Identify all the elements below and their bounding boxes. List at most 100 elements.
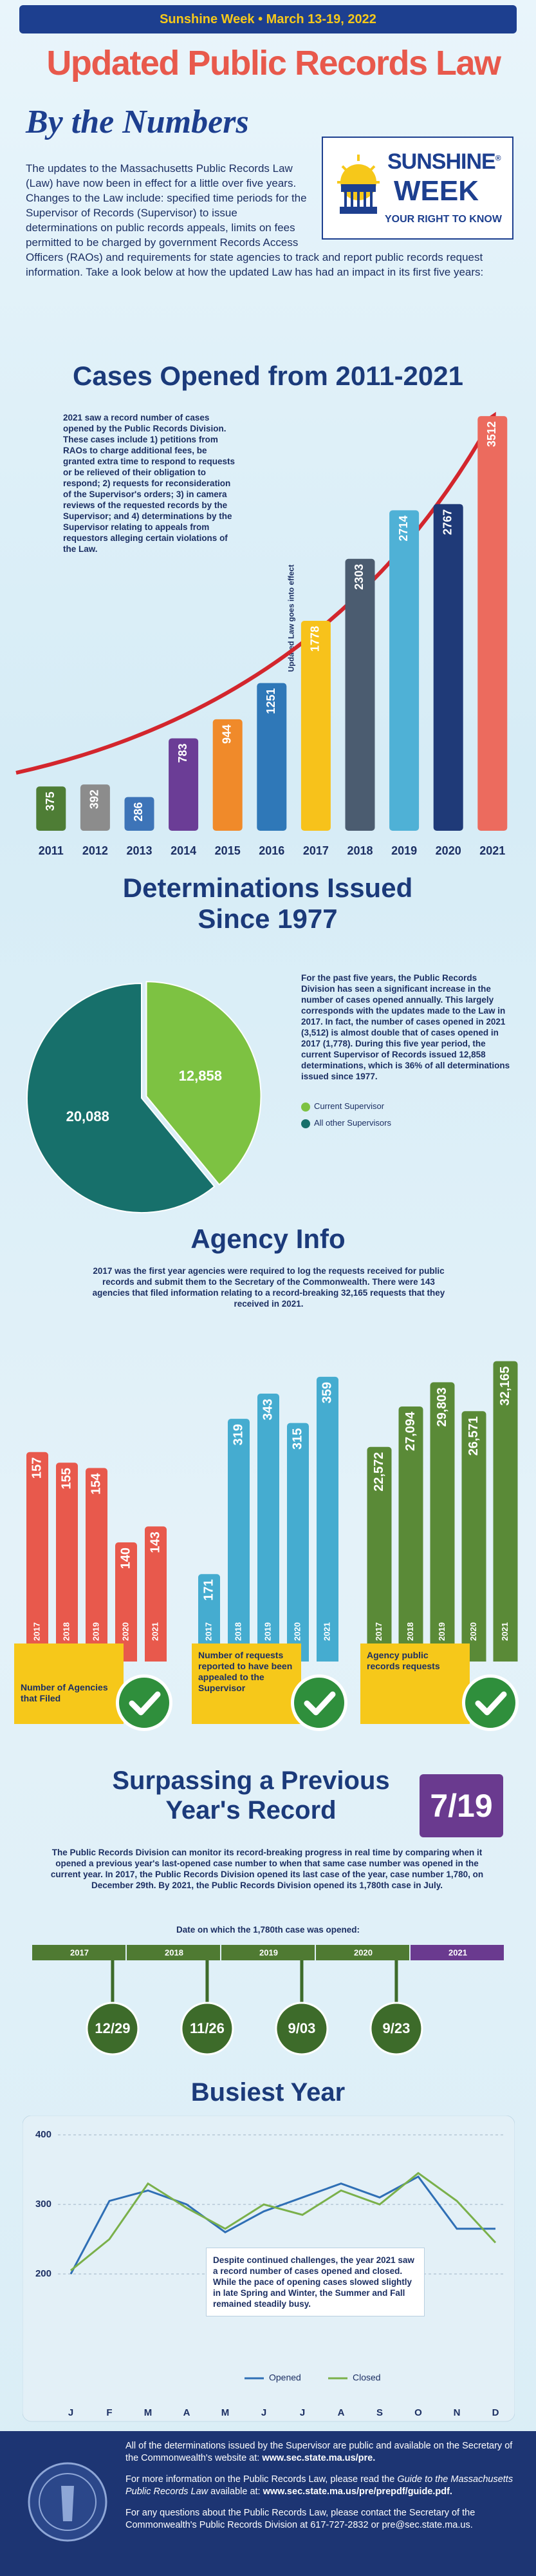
logo: SUNSHINE® WEEK YOUR RIGHT TO KNOW	[322, 137, 513, 240]
footer: All of the determinations issued by the …	[0, 2431, 536, 2576]
link: www.sec.state.ma.us/pre.	[262, 2453, 376, 2463]
x-tick-label: 2021	[150, 1622, 160, 1641]
bar	[86, 1468, 107, 1662]
chart-title: Busiest Year	[190, 2078, 346, 2107]
y-tick-label: 300	[35, 2199, 51, 2210]
bar	[124, 797, 154, 831]
timeline-year: 2020	[354, 1947, 373, 1957]
bar	[228, 1419, 250, 1662]
x-tick-label: J	[300, 2407, 305, 2418]
legend-label: Closed	[353, 2372, 381, 2383]
x-tick-label: 2018	[405, 1622, 415, 1641]
agency-text: 2017 was the first year agencies were re…	[92, 1266, 445, 1309]
bar	[477, 416, 508, 831]
x-tick-label: F	[106, 2407, 112, 2418]
pie-slice	[26, 982, 216, 1213]
x-tick-label: 2013	[126, 844, 152, 857]
value-label: 22,572	[372, 1452, 386, 1492]
value-label: 29,803	[435, 1387, 449, 1426]
date-label: 11/26	[190, 2020, 225, 2036]
bar	[56, 1463, 78, 1662]
x-tick-label: 2018	[61, 1622, 71, 1641]
trend-arrow	[15, 412, 496, 775]
record-text: The Public Records Division can monitor …	[50, 1848, 484, 1890]
footer-paragraph: For any questions about the Public Recor…	[125, 2508, 476, 2530]
bar	[317, 1376, 338, 1662]
bar	[169, 738, 199, 831]
logo-spacer	[310, 161, 515, 243]
date-label: 9/03	[288, 2020, 316, 2036]
timeline-segment	[32, 1945, 125, 1960]
date-badge	[86, 2002, 140, 2056]
slice-label: 12,858	[179, 1068, 222, 1084]
value-label: 155	[59, 1468, 73, 1489]
x-tick-label: 2020	[120, 1622, 130, 1641]
x-tick-label: M	[221, 2407, 230, 2418]
y-tick-label: 400	[35, 2129, 51, 2140]
legend: Current Supervisor All other Supervisors	[301, 1098, 391, 1132]
x-tick-label: J	[261, 2407, 266, 2418]
value-label: 286	[132, 802, 145, 822]
logo-name2: WEEK	[394, 175, 479, 207]
x-tick-label: J	[68, 2407, 73, 2418]
logo-icon	[337, 155, 380, 214]
bar	[345, 558, 375, 831]
timeline-caption: Date on which the 1,780th case was opene…	[176, 1925, 360, 1935]
bar	[26, 1452, 48, 1662]
footer-paragraph: All of the determinations issued by the …	[125, 2440, 518, 2465]
bar	[430, 1382, 455, 1662]
x-tick-label: 2020	[292, 1622, 302, 1641]
line-note: Despite continued challenges, the year 2…	[206, 2248, 425, 2316]
agencies-chart: 157 2017 155 2018 154 2019 140 2020 143 2021	[26, 1452, 167, 1662]
bar	[389, 510, 420, 831]
x-tick-label: 2021	[479, 844, 505, 857]
date-badge	[180, 2002, 234, 2056]
x-tick-label: 2021	[322, 1622, 331, 1641]
x-tick-label: M	[144, 2407, 152, 2418]
chart-title: Determinations Issued Since 1977	[122, 873, 413, 934]
value-label: 2303	[353, 564, 365, 590]
banner: Sunshine Week • March 13-19, 2022	[19, 5, 517, 33]
dome	[340, 184, 377, 214]
logo-tagline: YOUR RIGHT TO KNOW	[385, 214, 502, 225]
bar	[145, 1526, 167, 1662]
section-title: Surpassing a Previous Year's Record	[112, 1766, 390, 1824]
pie-chart: 12,858 20,088	[26, 981, 262, 1213]
x-tick-label: 2017	[374, 1622, 384, 1641]
legend-swatch	[301, 1102, 310, 1112]
value-label: 32,165	[498, 1367, 512, 1406]
x-tick-label: 2014	[171, 844, 196, 857]
value-label: 319	[231, 1424, 245, 1445]
x-tick-label: 2011	[39, 844, 64, 857]
text: For more information on the Public Recor…	[125, 2474, 398, 2485]
value-label: 1251	[264, 688, 277, 714]
value-label: 375	[44, 791, 57, 811]
bar	[115, 1542, 137, 1662]
intro: The updates to the Massachusetts Public …	[26, 162, 484, 278]
value-label: 392	[88, 790, 101, 809]
link: www.sec.state.ma.us/pre/prepdf/guide.pdf…	[263, 2486, 452, 2497]
bar	[80, 784, 110, 831]
value-label: 3512	[485, 421, 498, 447]
date-label: 12/29	[95, 2020, 130, 2036]
x-tick-label: 2020	[436, 844, 461, 857]
date-badge	[275, 2002, 329, 2056]
legend-label: Current Supervisor	[314, 1101, 385, 1111]
section-title: Agency Info	[190, 1224, 346, 1254]
legend-item: All other Supervisors	[301, 1115, 391, 1132]
timeline-year: 2017	[70, 1947, 89, 1957]
x-tick-label: 2016	[259, 844, 284, 857]
requests-chart: 22,572 2017 27,094 2018 29,803 2019 26,571 2020…	[367, 1361, 518, 1662]
x-tick-label: N	[454, 2407, 461, 2418]
footer-text: All of the determinations issued by the …	[125, 2440, 518, 2532]
date-label: 9/23	[383, 2020, 411, 2036]
x-tick-label: 2019	[263, 1622, 272, 1641]
timeline-segment	[411, 1945, 504, 1960]
title: Updated Public Records Law	[46, 44, 501, 82]
bar	[493, 1361, 518, 1662]
legend-label: Opened	[269, 2372, 301, 2383]
value-label: 343	[261, 1399, 275, 1420]
bar	[212, 719, 243, 831]
